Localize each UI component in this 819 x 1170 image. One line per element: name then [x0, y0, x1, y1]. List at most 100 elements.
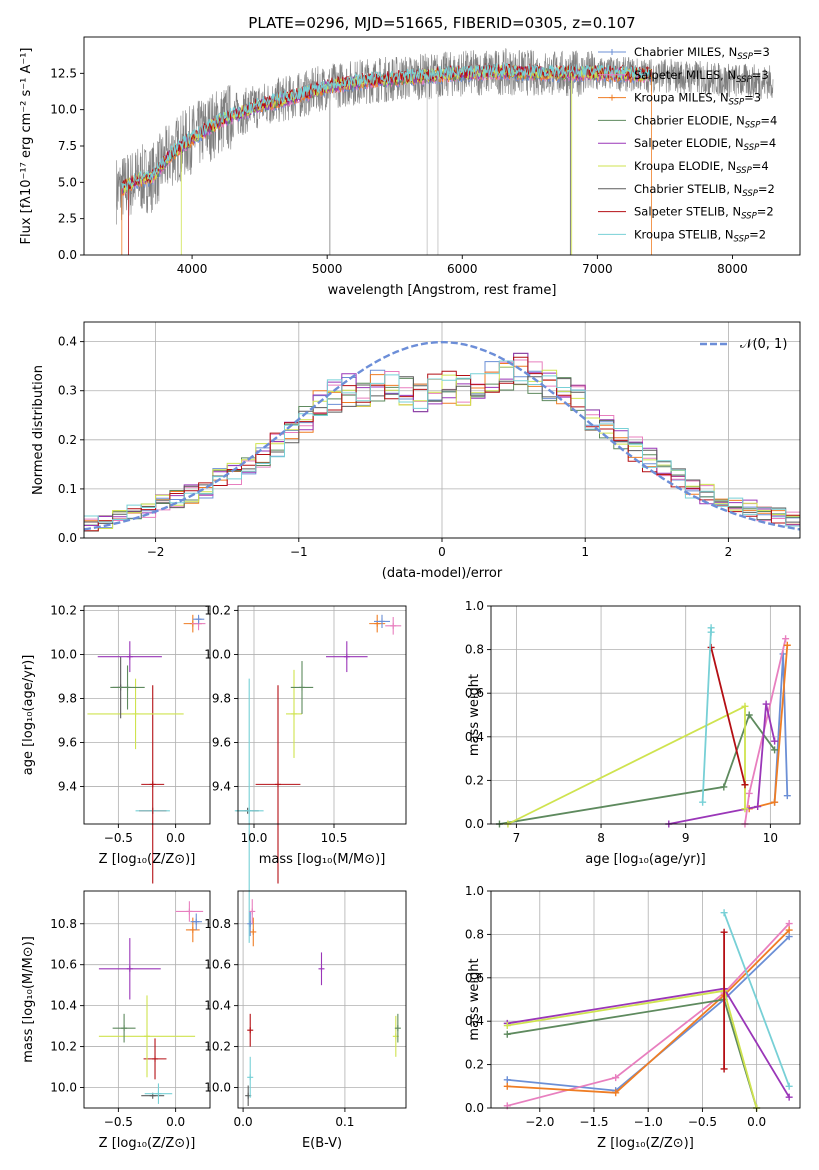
y-tick-label: 9.4: [212, 780, 231, 794]
x-axis-label: mass [log₁₀(M/M⊙)]: [259, 852, 386, 867]
panel-2: [84, 606, 210, 824]
weight-series: [503, 996, 761, 1112]
weight-marker: [745, 789, 753, 797]
legend-label: Chabrier STELIB, NSSP=2: [634, 182, 775, 199]
weight-marker: [720, 1065, 728, 1073]
weight-marker: [741, 781, 749, 789]
y-tick-label: 10.8: [204, 917, 231, 931]
weight-marker: [783, 792, 791, 800]
x-tick-label: 1: [581, 545, 589, 559]
weight-series: [720, 928, 728, 1073]
weight-marker: [782, 635, 790, 643]
weight-marker: [785, 920, 793, 928]
y-tick-label: 9.8: [58, 691, 77, 705]
data-point: [87, 678, 184, 750]
weight-marker: [785, 1093, 793, 1101]
panel-4: [491, 605, 800, 825]
y-tick-label: 7.5: [58, 139, 77, 153]
weight-marker: [720, 928, 728, 936]
point-marker: [144, 1033, 150, 1040]
weight-line: [507, 998, 758, 1109]
weight-line: [507, 929, 790, 1094]
legend-label: Kroupa ELODIE, NSSP=4: [634, 159, 769, 176]
weight-series: [699, 624, 715, 806]
point-marker: [390, 622, 397, 629]
weight-marker: [503, 1076, 511, 1084]
weight-marker: [720, 909, 728, 917]
axes-frame: [83, 605, 211, 825]
x-tick-label: 0.0: [747, 1115, 766, 1129]
legend-label: 𝒩(0, 1): [740, 337, 787, 352]
panel-3: [238, 606, 406, 824]
weight-marker: [783, 641, 791, 649]
x-tick-label: 7000: [582, 262, 613, 276]
data-point: [286, 669, 302, 758]
x-tick-label: 7: [513, 831, 521, 845]
data-point: [112, 1013, 136, 1043]
data-point: [385, 617, 402, 635]
x-tick-label: −0.5: [688, 1115, 717, 1129]
y-axis-label: mass [log₁₀(M/M⊙)]: [21, 936, 36, 1063]
point-marker: [246, 807, 253, 814]
point-marker: [189, 926, 196, 933]
x-tick-label: 0.0: [166, 831, 185, 845]
data-point: [175, 901, 204, 922]
y-tick-label: 10.0: [50, 103, 77, 117]
x-axis-label: age [log₁₀(age/yr)]: [585, 852, 706, 867]
y-tick-label: 0.0: [465, 1101, 484, 1115]
x-tick-label: −0.5: [104, 831, 133, 845]
weight-marker: [720, 783, 728, 791]
x-tick-label: 10: [763, 831, 778, 845]
x-tick-label: −1.5: [579, 1115, 608, 1129]
x-axis-label: Z [log₁₀(Z/Z⊙)]: [99, 852, 196, 867]
weight-marker: [785, 933, 793, 941]
x-tick-label: 4000: [177, 262, 208, 276]
weight-marker: [771, 798, 779, 806]
data-point: [97, 641, 162, 673]
x-tick-label: 0: [438, 545, 446, 559]
x-axis-label: E(B-V): [302, 1136, 342, 1151]
x-tick-label: 8: [597, 831, 605, 845]
x-tick-label: 10.5: [321, 831, 348, 845]
legend-label: Kroupa STELIB, NSSP=2: [634, 227, 766, 244]
data-point: [249, 899, 256, 924]
weight-marker: [699, 798, 707, 806]
y-tick-label: 10.4: [204, 999, 231, 1013]
point-marker: [379, 618, 385, 625]
legend-label: Chabrier ELODIE, NSSP=4: [634, 113, 777, 130]
point-marker: [193, 918, 200, 925]
x-tick-label: −1.0: [634, 1115, 663, 1129]
legend-label: Chabrier MILES, NSSP=3: [634, 45, 770, 62]
chart-title: PLATE=0296, MJD=51665, FIBERID=0305, z=0…: [248, 14, 635, 32]
weight-marker: [612, 1074, 620, 1082]
legend-label: Salpeter ELODIE, NSSP=4: [634, 136, 776, 153]
weight-marker: [785, 1082, 793, 1090]
y-tick-label: 0.2: [465, 773, 484, 787]
axes-frame: [490, 605, 801, 825]
y-tick-label: 0.3: [58, 384, 77, 398]
point-marker: [299, 684, 305, 691]
weight-series: [504, 702, 749, 828]
y-tick-label: 10.0: [50, 1081, 77, 1095]
y-tick-label: 10.0: [50, 647, 77, 661]
y-tick-label: 10.4: [50, 999, 77, 1013]
y-axis-label: mass weight: [467, 674, 482, 756]
y-tick-label: 0.8: [465, 927, 484, 941]
weight-marker: [745, 711, 753, 719]
weight-marker: [503, 1022, 511, 1030]
data-point: [247, 911, 254, 937]
data-point: [192, 614, 205, 624]
y-tick-label: 5.0: [58, 175, 77, 189]
point-marker: [121, 1025, 128, 1032]
y-tick-label: 12.5: [50, 66, 77, 80]
histogram-series: [84, 360, 800, 538]
data-point: [190, 913, 202, 930]
legend-label: Salpeter STELIB, NSSP=2: [634, 205, 774, 222]
model-line: [121, 62, 652, 191]
y-tick-label: 0.0: [58, 531, 77, 545]
weight-marker: [741, 805, 749, 813]
y-tick-label: 10.2: [204, 603, 231, 617]
point-marker: [195, 616, 202, 623]
y-tick-label: 1.0: [465, 599, 484, 613]
